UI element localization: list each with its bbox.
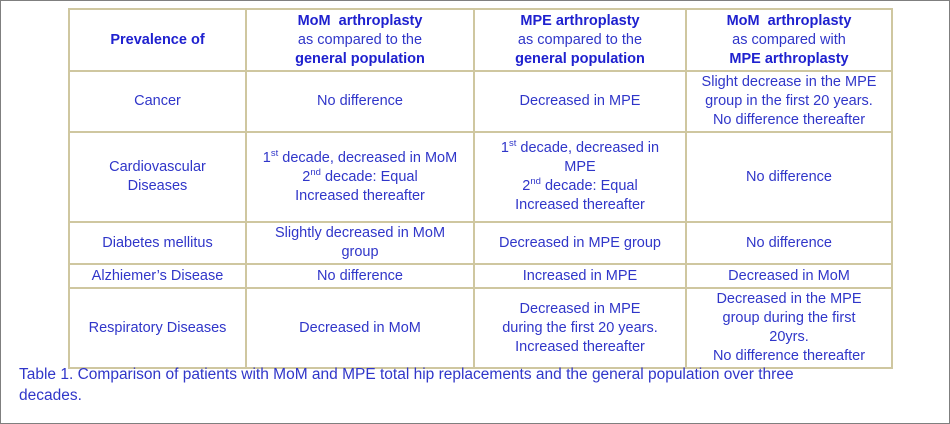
cardio-mpe-line4: Increased thereafter <box>515 197 645 213</box>
header-mpe-line1: MPE arthroplasty <box>520 12 640 29</box>
header-cell-mom-vs-mpe: MoM arthroplasty as compared with MPE ar… <box>685 8 893 72</box>
cell-alzheimer-vs: Decreased in MoM <box>685 263 893 289</box>
superscript-st: st <box>509 138 517 150</box>
header-mom-line3: general population <box>295 50 425 67</box>
superscript-nd: nd <box>310 166 321 178</box>
table-row-alzheimer: Alzhiemer’s Disease No difference Increa… <box>68 263 893 289</box>
header-mpe-line2: as compared to the <box>517 31 643 48</box>
cell-cancer-mpe: Decreased in MPE <box>473 70 687 133</box>
header-vs-line3: MPE arthroplasty <box>729 50 849 67</box>
table-row-respiratory: Respiratory Diseases Decreased in MoM De… <box>68 287 893 369</box>
header-prevalence-label: Prevalence of <box>110 31 205 48</box>
cell-cardiovascular-mpe: 1st decade, decreased in MPE 2nd decade:… <box>473 131 687 223</box>
header-mom-line2: as compared to the <box>297 31 423 48</box>
cell-diabetes-label: Diabetes mellitus <box>68 221 247 265</box>
table-header-row: Prevalence of MoM arthroplasty as compar… <box>68 8 893 72</box>
cell-alzheimer-label: Alzhiemer’s Disease <box>68 263 247 289</box>
header-cell-prevalence: Prevalence of <box>68 8 247 72</box>
cell-respiratory-mom: Decreased in MoM <box>245 287 475 369</box>
cardio-mpe-line2: MPE <box>564 159 596 175</box>
cell-cancer-vs: Slight decrease in the MPE group in the … <box>685 70 893 133</box>
table-row-diabetes: Diabetes mellitus Slightly decreased in … <box>68 221 893 265</box>
cell-cardiovascular-label: Cardiovascular Diseases <box>68 131 247 223</box>
cell-alzheimer-mom: No difference <box>245 263 475 289</box>
header-cell-mpe-vs-general: MPE arthroplasty as compared to the gene… <box>473 8 687 72</box>
cardio-mom-line3: Increased thereafter <box>295 187 425 204</box>
cell-cardiovascular-vs: No difference <box>685 131 893 223</box>
cardio-mpe-line1: 1st decade, decreased in <box>500 138 660 156</box>
header-vs-line2: as compared with <box>732 31 846 48</box>
header-mpe-line3: general population <box>515 50 645 67</box>
header-cell-mom-vs-general: MoM arthroplasty as compared to the gene… <box>245 8 475 72</box>
table-row-cardiovascular: Cardiovascular Diseases 1st decade, decr… <box>68 131 893 223</box>
header-mom-line1: MoM arthroplasty <box>297 12 423 29</box>
cell-diabetes-vs: No difference <box>685 221 893 265</box>
cardio-mom-line2: 2nd decade: Equal <box>302 166 418 185</box>
table-row-cancer: Cancer No difference Decreased in MPE Sl… <box>68 70 893 133</box>
cell-respiratory-vs: Decreased in the MPE group during the fi… <box>685 287 893 369</box>
cell-diabetes-mpe: Decreased in MPE group <box>473 221 687 265</box>
cell-cardiovascular-mom: 1st decade, decreased in MoM 2nd decade:… <box>245 131 475 223</box>
cell-diabetes-mom: Slightly decreased in MoM group <box>245 221 475 265</box>
cell-respiratory-mpe: Decreased in MPE during the first 20 yea… <box>473 287 687 369</box>
cardio-mom-line1: 1st decade, decreased in MoM <box>262 147 458 166</box>
cell-alzheimer-mpe: Increased in MPE <box>473 263 687 289</box>
comparison-table: Prevalence of MoM arthroplasty as compar… <box>68 8 893 369</box>
superscript-nd: nd <box>530 176 541 188</box>
superscript-st: st <box>270 147 279 159</box>
cell-cancer-label: Cancer <box>68 70 247 133</box>
cell-cancer-mom: No difference <box>245 70 475 133</box>
cell-respiratory-label: Respiratory Diseases <box>68 287 247 369</box>
cardio-mpe-line3: 2nd decade: Equal <box>522 176 638 194</box>
table-caption: Table 1. Comparison of patients with MoM… <box>19 366 794 404</box>
header-vs-line1: MoM arthroplasty <box>726 12 852 29</box>
